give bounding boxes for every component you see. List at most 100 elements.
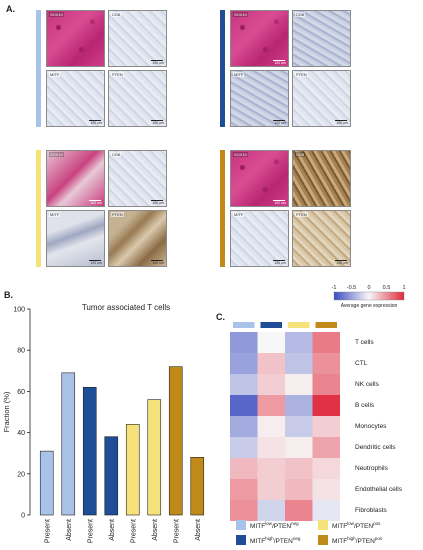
ihc-tile-mitf: MITF 100 um [230,70,289,127]
heatmap-cell [257,332,285,353]
heatmap-cell [312,353,340,374]
legend-swatch [318,520,328,530]
colorbar-tick-label: -0.5 [347,285,356,291]
heatmap-row-label: T cells [355,338,374,346]
colorbar-tick-label: 0 [367,285,370,291]
column-group-bar [233,322,255,328]
heatmap-cell [312,458,340,479]
heatmap-row-label: Endothelial cells [355,485,402,493]
column-group-bar [315,322,337,328]
ihc-tile-mitf: MITF 100 um [46,70,105,127]
tile-stain-label: MITF [233,212,245,217]
bar [104,436,119,516]
heatmap-cell [257,479,285,500]
heatmap-cell [312,500,340,521]
x-tick-label: Present [173,519,180,543]
heatmap-cell [257,416,285,437]
scale-bar-label: 100 um [90,261,102,265]
x-tick-label: Absent [195,519,202,541]
tile-stain-label: MITF [49,212,61,217]
group-color-bar [220,150,225,267]
scale-bar [89,260,101,261]
legend-label: MITFlow/PTENneg [250,521,299,531]
scale-bar-label: 100 um [274,121,286,125]
legend-label: MITFlow/PTENpos [332,521,381,531]
y-axis-label: Fraction (%) [2,391,11,432]
legend-label: MITFhigh/PTENpos [332,536,383,546]
tile-stain-label: SOX10 [233,152,248,157]
heatmap-cell [257,395,285,416]
tile-stain-label: PTEN [111,212,124,217]
heatmap-cell [230,479,258,500]
heatmap-cell [285,332,313,353]
heatmap-cell [285,437,313,458]
x-tick-label: Present [130,519,137,543]
heatmap-cell [312,479,340,500]
scale-bar [273,60,285,61]
tile-stain-label: PTEN [111,72,124,77]
tile-stain-label: MITF [233,72,245,77]
heatmap-row-label: Dendritic cells [355,443,396,451]
heatmap-cell [257,437,285,458]
heatmap-cell [285,479,313,500]
y-tick-label: 20 [17,471,25,478]
ihc-tile-pten: PTEN 100 um [292,210,351,267]
heatmap-cell [285,500,313,521]
colorbar-tick-label: 1 [402,285,405,291]
scale-bar [273,120,285,121]
heatmap-cell [230,416,258,437]
bar [190,457,205,516]
tile-stain-label: CD8 [111,152,122,157]
heatmap-row-label: Fibroblasts [355,506,387,514]
tile-stain-label: PTEN [295,72,308,77]
heatmap-row-label: B cells [355,401,375,409]
ihc-tile-sox10: SOX10 [46,10,105,67]
scale-bar [335,120,347,121]
heatmap-cell [230,332,258,353]
heatmap-cell [285,458,313,479]
bar [147,399,162,516]
heatmap-cell [257,374,285,395]
ihc-tile-cd8: CD8 100 um [108,150,167,207]
group-color-bar [220,10,225,127]
scale-bar [151,60,163,61]
heatmap-cell [230,437,258,458]
heatmap [230,322,340,521]
heatmap-cell [312,416,340,437]
heatmap-cell [312,437,340,458]
heatmap-cell [285,374,313,395]
scale-bar-label: 100 um [336,121,348,125]
tile-stain-label: SOX10 [49,152,64,157]
tile-stain-label: PTEN [295,212,308,217]
heatmap-cell [285,416,313,437]
tile-stain-label: CD8 [295,152,306,157]
ihc-tile-pten: PTEN 100 um [108,210,167,267]
heatmap-cell [257,458,285,479]
tile-stain-label: SOX10 [49,12,64,17]
heatmap-cell [257,353,285,374]
x-tick-label: Present [44,519,51,543]
heatmap-row-label: NK cells [355,380,379,388]
y-tick-label: 80 [17,348,25,355]
ihc-tile-pten: PTEN 100 um [292,70,351,127]
column-group-bar [288,322,310,328]
ihc-tile-sox10: SOX10 100 um [230,150,289,207]
panel-c-letter: C. [216,312,225,322]
y-tick-label: 40 [17,430,25,437]
colorbar-tick-label: 0.5 [383,285,391,291]
chart-title: Tumor associated T cells [82,303,170,312]
ihc-tile-mitf: MITF 100 um [46,210,105,267]
legend-swatch [318,535,328,545]
heatmap-row-label: Neutrophils [355,464,388,472]
bar-chart: Tumor associated T cells 0 20 40 60 80 100 Frac… [2,303,205,543]
scale-bar [151,200,163,201]
x-tick-label: Present [87,519,94,543]
heatmap-row-label: Monocytes [355,422,387,430]
column-group-bar [260,322,282,328]
legend-swatch [236,535,246,545]
heatmap-cell [312,332,340,353]
colorbar-label: Average gene expression [341,303,398,309]
x-tick-label: Absent [152,519,159,541]
heatmap-cell [230,374,258,395]
scale-bar [273,200,285,201]
